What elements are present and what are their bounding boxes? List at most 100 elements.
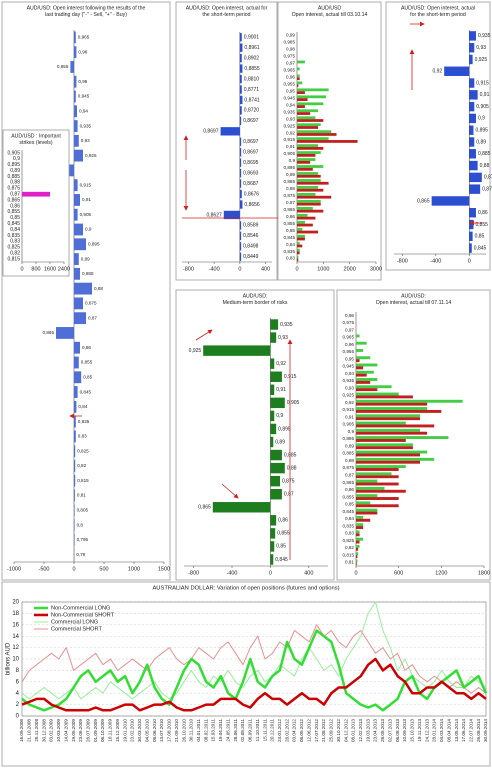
x-tick-label: 08.06.2010 (152, 719, 157, 742)
level-label: 0,845 (474, 245, 487, 251)
bar (297, 186, 319, 189)
level-label: 0,89 (275, 439, 285, 445)
level-label: 0,825 (7, 245, 20, 251)
level-label: 0,88 (286, 186, 295, 191)
level-label: 0,85 (345, 502, 354, 507)
level-label: 0,8627 (206, 212, 222, 218)
bar (356, 414, 420, 418)
bar (297, 195, 332, 199)
x-tick-label: 26.08.2014 (476, 719, 481, 742)
x-tick-label: 14.04.2009 (63, 719, 68, 742)
bar (297, 248, 300, 252)
x-tick-label: 04.05.2010 (144, 719, 149, 742)
bar (297, 88, 329, 92)
level-label: 0,86 (345, 487, 354, 492)
level-label: 0,88 (10, 180, 20, 186)
chart-title: strikes (levels) (19, 140, 52, 146)
bar (297, 199, 321, 203)
bar (297, 126, 319, 129)
level-label: 0,89 (286, 172, 295, 177)
bar (297, 98, 308, 101)
level-label: 0,9 (289, 158, 296, 163)
y-tick-label: 18 (12, 611, 19, 617)
bar (356, 559, 358, 563)
level-label: 0,855 (475, 222, 488, 228)
bar (469, 160, 478, 171)
bar (356, 486, 385, 490)
bar (74, 267, 80, 280)
x-tick-label: 30.11.2010 (189, 719, 194, 742)
chart-title: Open interest, actual till 07.11.14 (376, 300, 452, 306)
bar (270, 449, 282, 461)
bar (74, 253, 79, 265)
bar (469, 101, 475, 112)
level-label: 0,8695 (243, 160, 259, 166)
x-tick-label: 24.01.2012 (277, 719, 282, 742)
x-tick-label: 21.10.2008 (27, 719, 32, 742)
bar (356, 409, 442, 413)
x-tick-label: 25.11.2008 (34, 719, 39, 742)
x-tick-label: 21.09.2010 (174, 719, 179, 742)
bar (22, 191, 50, 197)
x-tick-label: 2400 (58, 266, 70, 272)
bar (469, 125, 474, 135)
x-tick-label: 24.05.2011 (225, 719, 230, 742)
level-label: 0,9 (478, 116, 485, 122)
bar (356, 407, 428, 410)
bar (239, 189, 242, 199)
x-tick-label: 02.07.2013 (387, 719, 392, 742)
level-label: 0,82 (10, 250, 20, 256)
level-label: 0,95 (286, 88, 295, 93)
x-tick-label: 30.10.2012 (336, 719, 341, 742)
x-tick-label: 04.03.2014 (439, 719, 444, 742)
chart-title: AUD/USD: Open interest following the res… (27, 5, 146, 11)
level-label: 0,915 (343, 407, 355, 412)
level-label: 0,92 (432, 69, 442, 75)
level-label: 0,935 (80, 123, 92, 128)
x-tick-label: 08.01.2013 (351, 719, 356, 742)
level-label: 0,94 (286, 102, 295, 107)
x-tick-label: 0 (20, 266, 23, 272)
bar (356, 544, 360, 548)
bar (74, 149, 83, 162)
level-label: 0,95 (345, 356, 354, 361)
bar (297, 151, 321, 154)
bar (74, 519, 75, 531)
level-label: 0,8676 (244, 191, 260, 197)
bar (297, 158, 316, 161)
level-label: 0,965 (284, 68, 296, 73)
bar (297, 258, 299, 262)
x-tick-label: 1200 (435, 570, 447, 576)
bar (239, 221, 242, 230)
y-tick-label: 12 (12, 645, 19, 651)
level-label: 0,93 (81, 138, 90, 143)
level-label: 0,8741 (244, 97, 260, 103)
level-label: 0,925 (284, 123, 296, 128)
x-tick-label: 01.09.2009 (93, 719, 98, 742)
bar (356, 421, 406, 425)
bar (356, 552, 359, 556)
x-tick-label: 28.06.2011 (233, 719, 238, 742)
x-tick-label: 28.05.2013 (380, 719, 385, 742)
level-label: 0,8855 (244, 66, 260, 72)
level-label: 0,79 (76, 552, 85, 557)
bar (356, 366, 364, 370)
bar (356, 501, 371, 505)
chart-title: AUSTRALIAN DOLLAR: Variation of open pos… (152, 586, 339, 592)
bar (270, 319, 279, 330)
y-tick-label: 16 (12, 622, 19, 628)
x-tick-label: 19.01.2010 (122, 719, 127, 742)
bar (356, 540, 360, 544)
level-label: 0,845 (275, 557, 288, 563)
x-tick-label: 19.11.2013 (417, 719, 422, 742)
bar (356, 385, 392, 389)
bar (356, 530, 360, 534)
level-label: 0,905 (343, 422, 355, 427)
bar (74, 312, 86, 325)
level-label: 0,86 (10, 203, 20, 209)
x-tick-label: 1800 (478, 570, 490, 576)
x-tick-label: 17.08.2010 (167, 719, 172, 742)
bar (239, 95, 243, 105)
